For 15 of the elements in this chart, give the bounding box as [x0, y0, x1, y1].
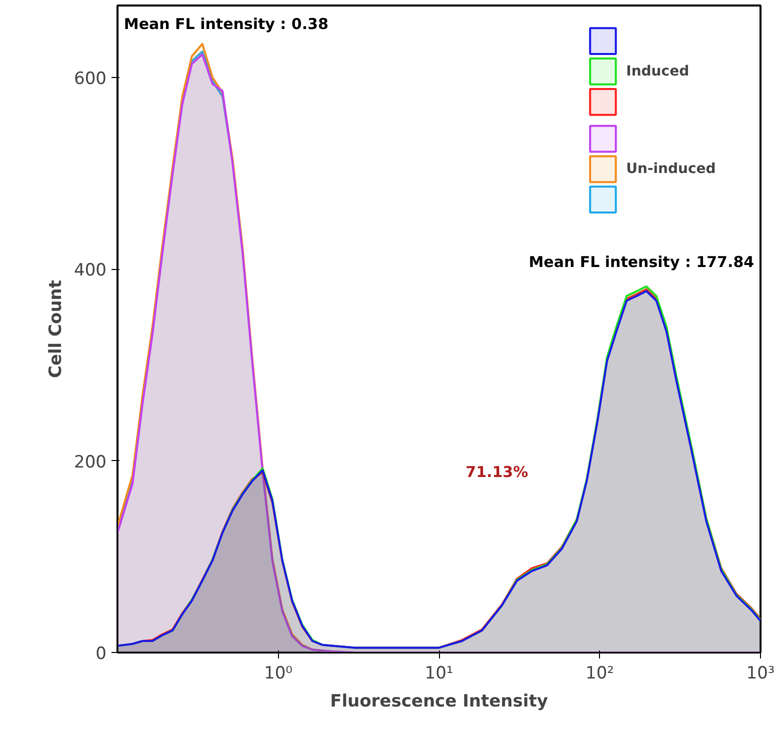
x-tick-label: 10⁰ [264, 664, 293, 684]
legend-label: Induced [626, 63, 690, 80]
y-tick-label: 400 [74, 260, 107, 281]
y-tick-label: 600 [74, 68, 107, 89]
annotation: 71.13% [466, 463, 528, 482]
x-axis-title: Fluorescence Intensity [330, 692, 548, 712]
y-axis-title: Cell Count [46, 280, 66, 378]
annotation: Mean FL intensity : 177.84 [528, 252, 754, 271]
x-tick-label: 10³ [746, 664, 775, 684]
legend-label: Un-induced [626, 161, 716, 178]
y-tick-label: 200 [74, 452, 107, 472]
annotation: Mean FL intensity : 0.38 [124, 15, 328, 34]
x-tick-label: 10² [586, 664, 614, 684]
y-tick-label: 0 [96, 644, 107, 664]
x-tick-label: 10¹ [424, 664, 454, 684]
